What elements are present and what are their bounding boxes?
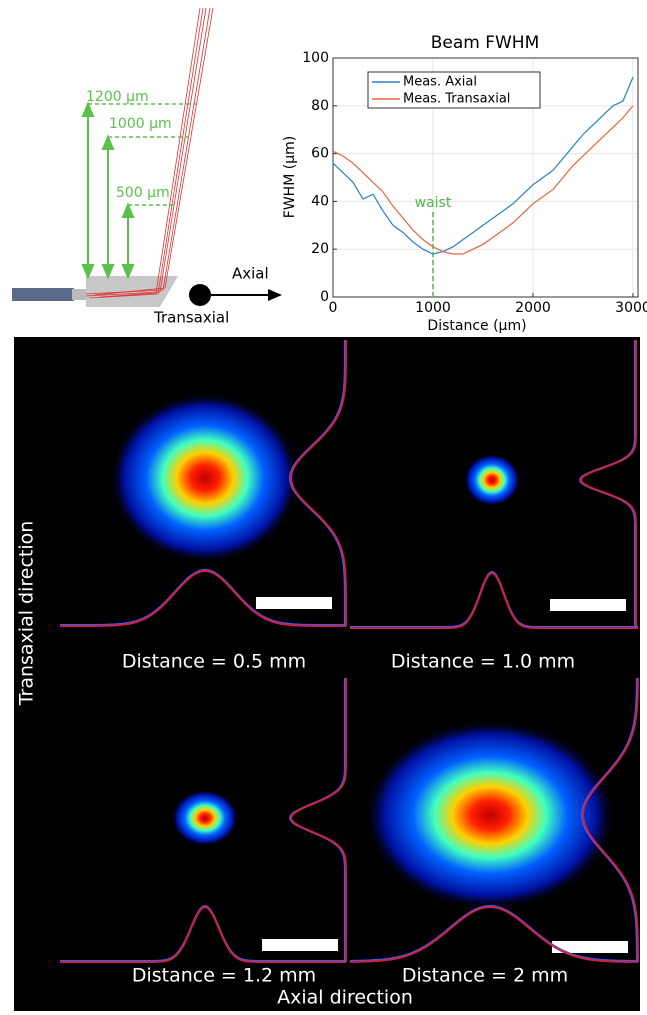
setup-diagram: 1200 μm 1000 μm 500 μm Axial Transaxial	[12, 7, 282, 327]
scale-bar	[262, 939, 338, 951]
series-line	[332, 105, 634, 255]
waist-label: waist	[415, 195, 452, 211]
beam-panels: Distance = 0.5 mm Distance = 1.0 mm Dist…	[14, 337, 640, 1011]
height-label: 1000 μm	[109, 116, 172, 132]
panel-caption: Distance = 1.2 mm	[132, 965, 316, 987]
axial-label: Axial	[232, 265, 269, 283]
scale-bar	[550, 599, 626, 611]
beam-rays	[85, 7, 214, 299]
panel-caption: Distance = 1.0 mm	[391, 651, 575, 673]
height-guides	[88, 103, 196, 206]
panels-y-label: Transaxial direction	[16, 521, 38, 707]
y-axis-label: FWHM (μm)	[282, 136, 298, 218]
scale-bar	[256, 597, 332, 609]
plot-frame	[332, 57, 639, 298]
panels-x-label: Axial direction	[277, 987, 413, 1009]
beam-profile	[582, 677, 639, 963]
legend-label: Meas. Axial	[403, 75, 477, 90]
x-tick-label: 2000	[515, 300, 551, 316]
beam-profile	[289, 339, 347, 627]
legend-box	[367, 71, 541, 109]
beam-spot	[464, 454, 520, 506]
height-arrows	[81, 101, 135, 280]
beam-spot	[110, 393, 300, 563]
x-tick-label: 0	[329, 300, 338, 316]
y-tick-label: 0	[320, 289, 329, 305]
fwhm-chart: Beam FWHM Distance (μm) FWHM (μm) 0 20 40 6…	[282, 33, 647, 334]
beam-profile	[289, 678, 347, 962]
panel-caption: Distance = 2 mm	[402, 965, 568, 987]
ferrule	[72, 289, 86, 300]
x-tick-label: 3000	[615, 300, 647, 316]
transaxial-label: Transaxial	[153, 309, 229, 327]
beam-profile	[60, 906, 346, 963]
x-axis-label: Distance (μm)	[427, 318, 526, 334]
height-label: 1200 μm	[86, 89, 149, 105]
y-tick-label: 80	[311, 98, 329, 114]
panel-caption: Distance = 0.5 mm	[122, 651, 306, 673]
panel-background	[14, 337, 640, 1011]
scale-bar	[552, 941, 628, 953]
beam-profile	[579, 340, 637, 626]
series-line	[332, 76, 634, 255]
y-tick-label: 40	[311, 193, 329, 209]
beam-profile	[350, 571, 638, 629]
y-tick-label: 20	[311, 241, 329, 257]
y-tick-label: 60	[311, 146, 329, 162]
arrow-head	[268, 289, 282, 301]
beam-profile	[59, 570, 346, 627]
legend-label: Meas. Transaxial	[403, 92, 510, 107]
chart-title: Beam FWHM	[431, 33, 540, 53]
height-label: 500 μm	[116, 185, 170, 201]
x-tick-label: 1000	[415, 300, 451, 316]
beam-spot	[365, 720, 615, 910]
beam-spot	[172, 790, 238, 846]
fiber	[12, 288, 74, 301]
axis-dot	[189, 284, 211, 306]
y-tick-label: 100	[302, 50, 329, 66]
beam-profile	[349, 905, 639, 963]
